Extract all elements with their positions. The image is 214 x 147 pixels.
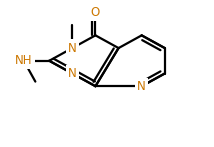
Text: N: N — [68, 67, 77, 80]
Text: N: N — [137, 80, 146, 93]
Text: N: N — [68, 42, 77, 55]
Text: O: O — [91, 6, 100, 19]
Text: NH: NH — [15, 54, 33, 67]
